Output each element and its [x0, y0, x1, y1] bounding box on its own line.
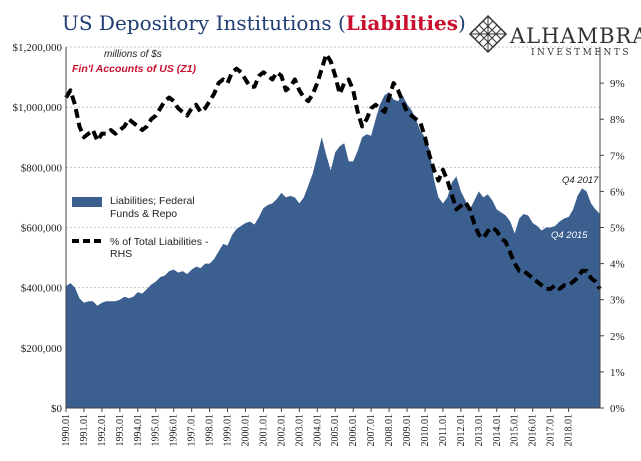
chart-title-highlight: Liabilities — [346, 11, 458, 35]
x-tick-label: 1995.01 — [151, 414, 162, 447]
x-tick-label: 1990.01 — [61, 414, 72, 447]
x-tick-label: 1992.01 — [97, 414, 108, 447]
x-tick-label: 2003.01 — [294, 414, 305, 447]
right-tick-label: 9% — [610, 78, 625, 90]
right-tick-label: 2% — [610, 331, 625, 343]
right-tick-label: 3% — [610, 295, 625, 307]
x-tick-label: 2013.01 — [474, 414, 485, 447]
x-tick-label: 1997.01 — [187, 414, 198, 447]
right-tick-label: 7% — [610, 150, 625, 162]
left-tick-label: $600,000 — [21, 223, 63, 235]
x-tick-label: 2005.01 — [330, 414, 341, 447]
annotation-q4-2015: Q4 2015 — [551, 230, 588, 241]
x-tick-label: 2006.01 — [348, 414, 359, 447]
x-tick-label: 1991.01 — [79, 414, 90, 447]
x-tick-label: 2018.01 — [564, 414, 575, 447]
x-tick-label: 2015.01 — [510, 414, 521, 447]
legend-line-label-1: % of Total Liabilities - — [110, 236, 209, 248]
source-note: Fin'l Accounts of US (Z1) — [72, 63, 197, 75]
left-tick-label: $1,000,000 — [13, 102, 63, 114]
x-tick-label: 2000.01 — [240, 414, 251, 447]
x-tick-label: 2008.01 — [384, 414, 395, 447]
chart-title-prefix: US Depository Institutions ( — [62, 11, 346, 35]
logo-name: ALHAMBRA — [509, 24, 641, 48]
right-axis: 0% 1% 2% 3% 4% 5% 6% 7% 8% 9% — [599, 47, 625, 415]
x-tick-label: 2007.01 — [366, 414, 377, 447]
diamond-lattice-logo — [468, 14, 508, 54]
x-tick-label: 1998.01 — [205, 414, 216, 447]
left-tick-label: $1,200,000 — [13, 42, 63, 54]
x-tick-label: 2012.01 — [456, 414, 467, 447]
right-tick-label: 5% — [610, 223, 625, 235]
left-tick-label: $200,000 — [21, 343, 63, 355]
right-tick-label: 0% — [610, 403, 625, 415]
x-tick-label: 2001.01 — [258, 414, 269, 447]
x-tick-label: 1999.01 — [223, 414, 234, 447]
chart-title: US Depository Institutions (Liabilities) — [62, 11, 466, 35]
left-tick-label: $0 — [51, 403, 63, 415]
legend: Liabilities; Federal Funds & Repo % of T… — [72, 195, 209, 260]
x-tick-label: 1993.01 — [115, 414, 126, 447]
legend-area-label-2: Funds & Repo — [110, 208, 177, 220]
legend-area-swatch — [72, 197, 102, 207]
right-tick-label: 6% — [610, 186, 625, 198]
x-tick-label: 1994.01 — [133, 414, 144, 447]
x-axis: 1990.01 1991.01 1992.01 1993.01 1994.01 1995.… — [61, 47, 600, 447]
left-axis: $0 $200,000 $400,000 $600,000 $800,000 $1,000… — [13, 42, 63, 415]
legend-line-label-2: RHS — [110, 248, 132, 260]
x-tick-label: 2014.01 — [492, 414, 503, 447]
right-tick-label: 1% — [610, 367, 625, 379]
legend-area-label-1: Liabilities; Federal — [110, 195, 195, 207]
x-tick-label: 2016.01 — [528, 414, 539, 447]
liabilities-area — [66, 92, 600, 408]
chart-title-suffix: ) — [458, 11, 466, 35]
x-tick-label: 2010.01 — [420, 414, 431, 447]
percent-liabilities-line — [64, 52, 602, 291]
x-tick-label: 2009.01 — [402, 414, 413, 447]
logo-sub: INVESTMENTS — [531, 48, 631, 58]
x-tick-label: 2011.01 — [438, 414, 449, 446]
left-tick-label: $800,000 — [21, 162, 63, 174]
x-tick-label: 2002.01 — [276, 414, 287, 447]
units-note: millions of $s — [104, 49, 162, 60]
right-tick-label: 4% — [610, 259, 625, 271]
annotation-q4-2017: Q4 2017 — [562, 175, 599, 186]
x-tick-label: 1996.01 — [169, 414, 180, 447]
left-tick-label: $400,000 — [21, 283, 63, 295]
right-tick-label: 8% — [610, 114, 625, 126]
x-tick-label: 2017.01 — [546, 414, 557, 447]
x-tick-label: 2004.01 — [312, 414, 323, 447]
